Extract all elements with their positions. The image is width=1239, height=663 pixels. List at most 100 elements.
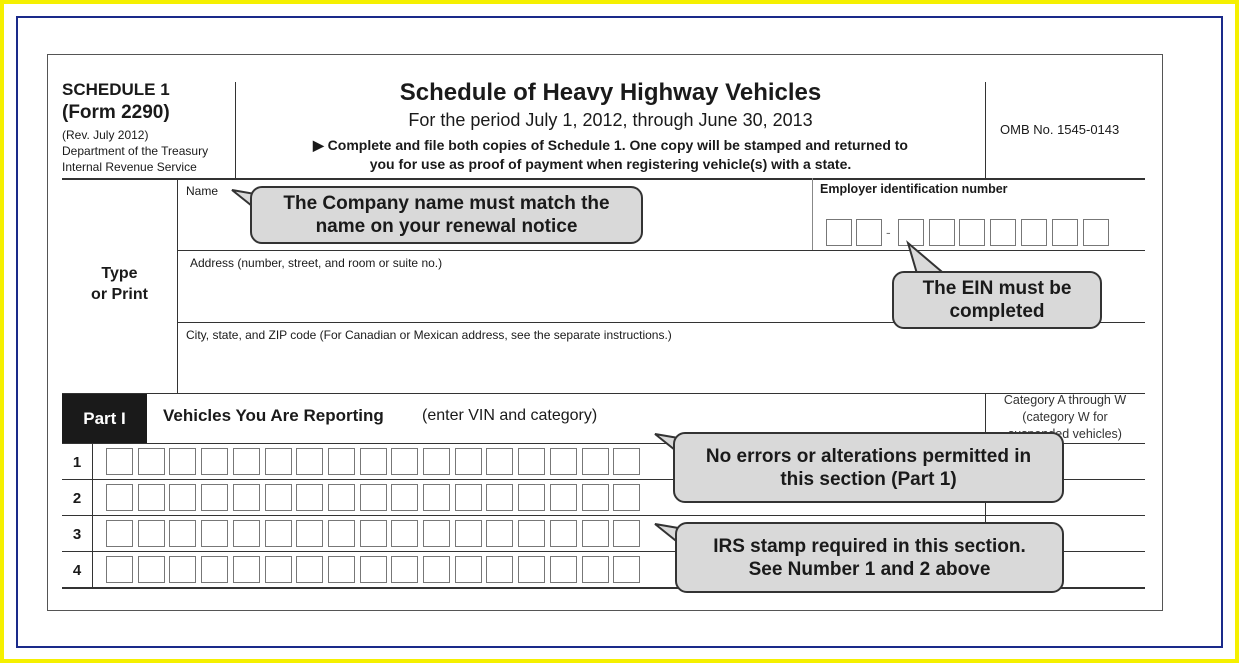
ein-digit-box[interactable] xyxy=(856,219,882,246)
vin-character-box[interactable] xyxy=(296,520,324,547)
ein-dash: - xyxy=(886,224,891,240)
vin-character-box[interactable] xyxy=(264,520,292,547)
vin-character-box[interactable] xyxy=(486,520,514,547)
ein-digit-box[interactable] xyxy=(826,219,852,246)
vin-character-box[interactable] xyxy=(296,556,324,583)
vin-character-box[interactable] xyxy=(201,448,229,475)
vin-character-box[interactable] xyxy=(201,520,229,547)
vin-character-box[interactable] xyxy=(423,520,450,547)
vin-character-box[interactable] xyxy=(518,520,546,547)
vin-character-box[interactable] xyxy=(359,520,387,547)
vin-character-box[interactable] xyxy=(232,448,260,475)
vin-character-box[interactable] xyxy=(454,484,482,511)
vin-character-box[interactable] xyxy=(359,556,387,583)
part-subtitle: (enter VIN and category) xyxy=(422,407,598,424)
vin-character-box[interactable] xyxy=(486,448,514,475)
vin-character-box[interactable] xyxy=(327,556,355,583)
type-label: Type xyxy=(101,265,138,282)
vin-character-box[interactable] xyxy=(169,448,197,475)
vin-character-box[interactable] xyxy=(169,556,197,583)
vin-character-box[interactable] xyxy=(264,448,292,475)
row-number: 3 xyxy=(72,526,82,543)
city-label: City, state, and ZIP code (For Canadian … xyxy=(186,328,672,342)
ein-digit-box[interactable] xyxy=(990,219,1016,246)
vin-character-box[interactable] xyxy=(106,520,133,547)
revision: (Rev. July 2012) xyxy=(62,128,149,142)
vin-character-box[interactable] xyxy=(581,556,609,583)
vin-character-box[interactable] xyxy=(264,484,292,511)
vin-character-box[interactable] xyxy=(423,556,450,583)
divider xyxy=(62,515,1145,516)
vin-character-box[interactable] xyxy=(391,556,419,583)
department: Department of the Treasury xyxy=(62,144,209,158)
or-print-label: or Print xyxy=(91,286,148,303)
vin-character-box[interactable] xyxy=(201,556,229,583)
vin-character-box[interactable] xyxy=(454,448,482,475)
vin-character-box[interactable] xyxy=(549,520,577,547)
vin-character-box[interactable] xyxy=(454,556,482,583)
vin-character-box[interactable] xyxy=(518,448,546,475)
vin-character-box[interactable] xyxy=(549,556,577,583)
vin-character-box[interactable] xyxy=(581,520,609,547)
vin-character-box[interactable] xyxy=(518,484,546,511)
callout-company-name: The Company name must match the name on y… xyxy=(250,186,643,244)
page-title: Schedule of Heavy Highway Vehicles xyxy=(399,79,822,106)
ein-digit-box[interactable] xyxy=(1083,219,1109,246)
vin-character-box[interactable] xyxy=(137,448,165,475)
vin-character-box[interactable] xyxy=(137,484,165,511)
vin-character-box[interactable] xyxy=(423,484,450,511)
vin-character-box[interactable] xyxy=(169,484,197,511)
vin-character-box[interactable] xyxy=(106,448,133,475)
vin-character-box[interactable] xyxy=(391,448,419,475)
vin-character-box[interactable] xyxy=(359,484,387,511)
vin-character-box[interactable] xyxy=(327,520,355,547)
divider xyxy=(62,393,1145,394)
vin-character-box[interactable] xyxy=(327,448,355,475)
vin-character-box[interactable] xyxy=(232,484,260,511)
vin-character-box[interactable] xyxy=(137,556,165,583)
vin-character-box[interactable] xyxy=(581,484,609,511)
vin-character-box[interactable] xyxy=(264,556,292,583)
row-number: 1 xyxy=(72,454,82,471)
vin-character-box[interactable] xyxy=(106,484,133,511)
divider xyxy=(177,178,178,393)
vin-character-box[interactable] xyxy=(137,520,165,547)
divider xyxy=(812,178,813,250)
divider xyxy=(62,178,1145,180)
ein-digit-box[interactable] xyxy=(959,219,985,246)
vin-character-box[interactable] xyxy=(106,556,133,583)
part-label: Part I xyxy=(62,394,147,443)
vin-character-box[interactable] xyxy=(549,448,577,475)
ein-digit-box[interactable] xyxy=(1052,219,1078,246)
vin-character-box[interactable] xyxy=(232,556,260,583)
vin-character-box[interactable] xyxy=(518,556,546,583)
instructions-line-1: ▶ Complete and file both copies of Sched… xyxy=(313,137,908,153)
divider xyxy=(177,250,1145,251)
vin-character-box[interactable] xyxy=(613,448,641,475)
ein-digit-box[interactable] xyxy=(929,219,955,246)
vin-character-box[interactable] xyxy=(549,484,577,511)
vin-character-box[interactable] xyxy=(454,520,482,547)
callout-irs-stamp: IRS stamp required in this section. See N… xyxy=(675,522,1064,593)
vin-character-box[interactable] xyxy=(296,484,324,511)
omb-number: OMB No. 1545-0143 xyxy=(1000,122,1120,137)
vin-character-box[interactable] xyxy=(486,556,514,583)
ein-label: Employer identification number xyxy=(820,182,1008,196)
vin-character-box[interactable] xyxy=(613,520,641,547)
vin-character-box[interactable] xyxy=(201,484,229,511)
vin-character-box[interactable] xyxy=(391,520,419,547)
vin-character-box[interactable] xyxy=(613,556,641,583)
vin-character-box[interactable] xyxy=(296,448,324,475)
vin-character-box[interactable] xyxy=(232,520,260,547)
vin-character-box[interactable] xyxy=(327,484,355,511)
vin-character-box[interactable] xyxy=(359,448,387,475)
name-label: Name xyxy=(186,184,219,198)
vin-character-box[interactable] xyxy=(169,520,197,547)
vin-character-box[interactable] xyxy=(423,448,450,475)
category-header-2: (category W for xyxy=(1022,410,1108,424)
ein-digit-box[interactable] xyxy=(1021,219,1047,246)
vin-character-box[interactable] xyxy=(391,484,419,511)
vin-character-box[interactable] xyxy=(486,484,514,511)
vin-character-box[interactable] xyxy=(581,448,609,475)
vin-character-box[interactable] xyxy=(613,484,641,511)
